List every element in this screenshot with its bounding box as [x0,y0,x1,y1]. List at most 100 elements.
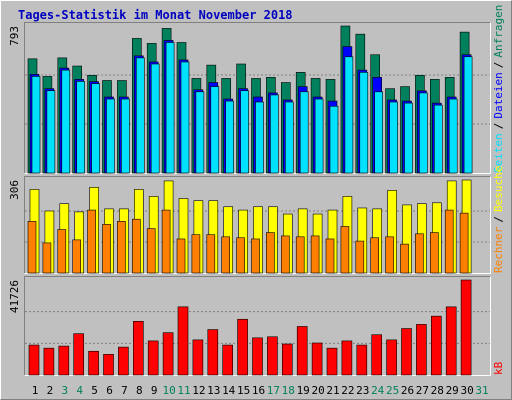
x-tick-label: 31 [475,384,488,397]
bar [102,224,111,274]
bar [341,340,353,376]
bar [356,344,368,376]
x-tick-label: 22 [341,384,354,397]
bar [58,345,70,376]
bar [136,57,145,174]
bar [76,81,85,174]
bar [416,324,427,376]
x-tick-label: 12 [192,384,205,397]
bar [207,329,219,376]
x-tick-label: 17 [267,384,280,397]
bar [31,76,41,174]
bar [310,235,320,274]
bar [404,102,413,174]
bar [177,306,189,376]
x-tick-label: 30 [460,384,473,397]
bar [191,234,201,274]
x-tick-label: 19 [297,384,310,397]
bar [118,346,129,376]
bar [121,98,130,174]
bar [280,235,290,274]
bar [210,86,220,174]
bar [133,321,144,376]
bar [162,332,174,376]
bar [329,105,339,174]
y-tick-label: 306 [8,180,21,200]
bar [42,242,52,274]
x-tick-label: 27 [416,384,429,397]
bar [146,228,156,274]
bar [460,279,472,376]
legend-entry: Besuche [492,166,505,212]
chart-title: Tages-Statistik im Monat November 2018 [18,8,293,22]
bar [386,339,397,376]
x-tick-label: 18 [282,384,295,397]
bar [463,56,473,174]
plot-edge-light [24,176,491,274]
bar [281,343,293,376]
bar [195,91,205,174]
bar [180,61,190,174]
x-tick-label: 2 [47,384,54,397]
bar [344,56,354,174]
legend: kB [492,361,505,375]
x-tick-label: 15 [237,384,250,397]
x-tick-label: 20 [311,384,324,397]
x-tick-label: 8 [136,384,143,397]
bar [295,236,305,274]
bar [385,236,394,274]
bar [240,90,249,174]
bar [192,339,204,376]
plot-edge-light [24,276,491,376]
bar [266,232,275,274]
bar [401,328,412,376]
x-tick-label: 24 [371,384,385,397]
bar [255,101,264,174]
bar [270,94,279,174]
x-tick-label: 9 [151,384,158,397]
bar [448,98,458,174]
bar [117,221,126,274]
bar [459,212,469,274]
legend-separator: / [492,123,505,130]
plot-edge-dark [24,22,491,174]
plot-edge-dark [24,176,491,274]
bar [28,344,40,376]
x-tick-label: 21 [326,384,339,397]
x-tick-label: 1 [32,384,39,397]
bar [419,92,428,174]
x-tick-label: 7 [121,384,128,397]
x-tick-label: 11 [177,384,190,397]
bar [340,226,350,274]
x-tick-label: 6 [106,384,113,397]
bar [46,90,56,174]
bar [252,337,263,376]
bar [374,91,384,174]
bar [267,336,278,376]
plot-edge-dark [24,276,491,376]
bar [444,209,454,274]
bar [88,350,99,376]
x-tick-label: 14 [222,384,236,397]
x-tick-label: 13 [207,384,220,397]
x-tick-label: 10 [162,384,175,397]
bar [165,42,175,174]
plot-edge-light [24,22,491,174]
bar [400,243,409,274]
y-tick-label: 793 [8,26,21,46]
bar [147,340,159,376]
bar [91,83,100,174]
bar [325,238,335,274]
bar [296,326,308,376]
bar [132,218,141,274]
legend: Rechner / Besuche [492,166,505,273]
legend: Seiten / Dateien / Anfragen [492,5,505,173]
bar [161,209,171,274]
legend-entry: Seiten [492,133,505,173]
x-tick-label: 4 [76,384,83,397]
bar [150,63,160,174]
bar [433,104,443,174]
bar [73,333,84,376]
